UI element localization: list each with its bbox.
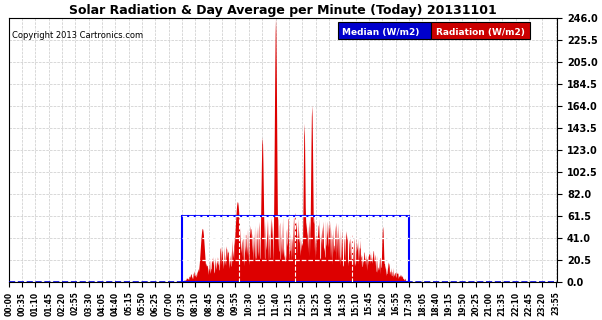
Title: Solar Radiation & Day Average per Minute (Today) 20131101: Solar Radiation & Day Average per Minute… — [69, 4, 497, 17]
Text: Median (W/m2): Median (W/m2) — [343, 28, 420, 37]
Text: Radiation (W/m2): Radiation (W/m2) — [436, 28, 524, 37]
Text: Copyright 2013 Cartronics.com: Copyright 2013 Cartronics.com — [11, 30, 143, 40]
Bar — [182, 216, 409, 282]
